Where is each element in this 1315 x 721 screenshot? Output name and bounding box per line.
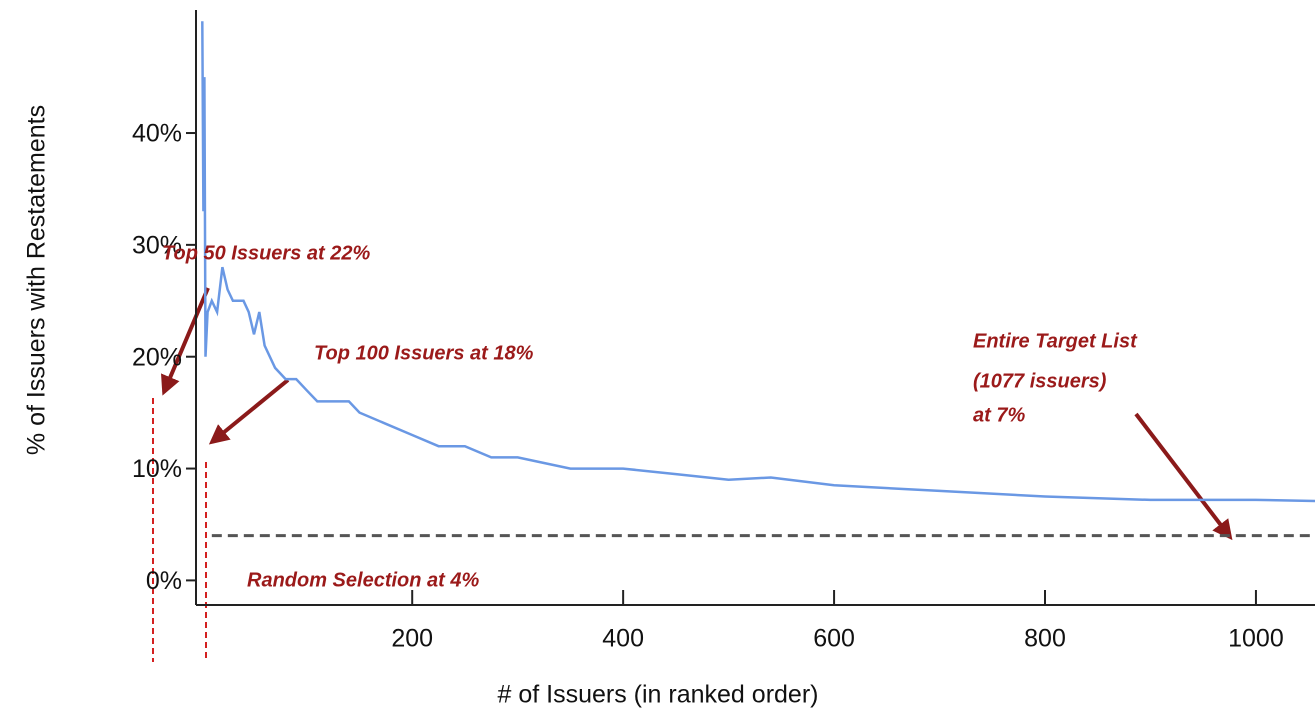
- reference-label: Random Selection at 4%: [247, 569, 479, 591]
- x-tick-label: 200: [391, 625, 433, 653]
- y-tick-label: 30%: [132, 231, 182, 259]
- annotation: Top 100 Issuers at 18%: [314, 342, 534, 364]
- arrow: [208, 378, 290, 445]
- data-line: [201, 21, 1315, 503]
- y-tick-label: 0%: [146, 567, 182, 595]
- y-axis-title: % of Issuers with Restatements: [23, 105, 51, 455]
- y-tick-label: 20%: [132, 343, 182, 371]
- arrow: [161, 287, 210, 396]
- annotation: (1077 issuers): [973, 370, 1107, 392]
- x-tick-label: 800: [1024, 625, 1066, 653]
- y-tick-label: 10%: [132, 455, 182, 483]
- x-tick-label: 1000: [1228, 625, 1284, 653]
- y-tick-label: 40%: [132, 120, 182, 148]
- annotation: Top 50 Issuers at 22%: [162, 242, 370, 264]
- annotation: Entire Target List: [973, 330, 1138, 352]
- annotation: at 7%: [973, 404, 1025, 426]
- arrow: [1134, 412, 1233, 541]
- x-axis-title: # of Issuers (in ranked order): [498, 681, 819, 709]
- x-tick-label: 600: [813, 625, 855, 653]
- x-tick-label: 400: [602, 625, 644, 653]
